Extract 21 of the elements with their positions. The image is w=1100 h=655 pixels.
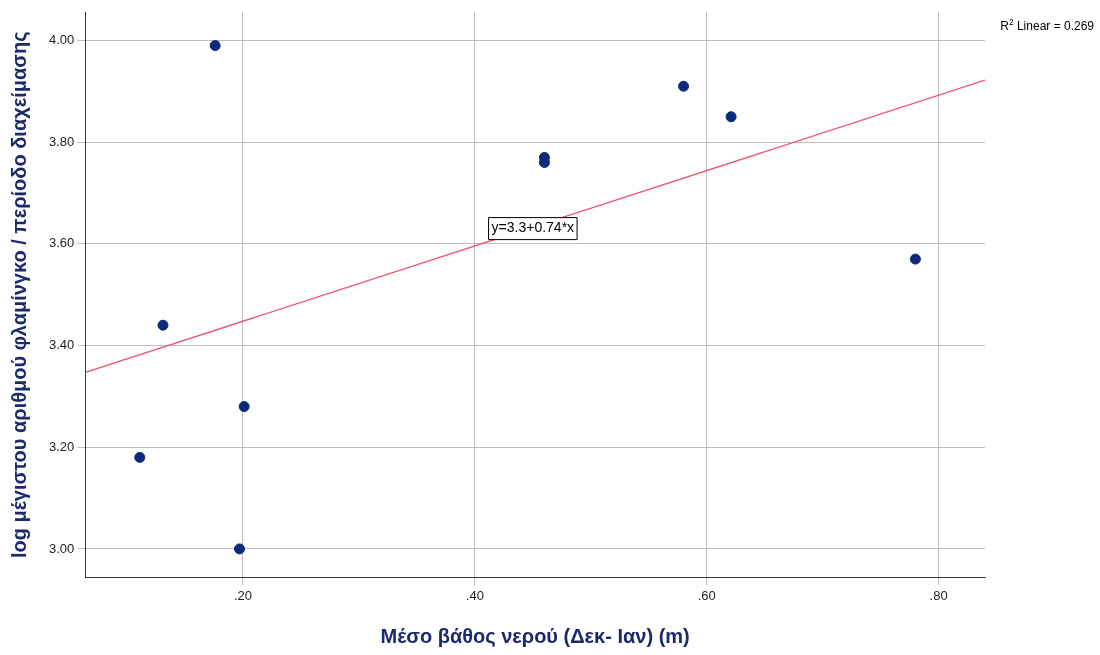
point [725,111,737,123]
x-tick-label: .20 [233,587,253,603]
point [234,543,245,555]
point [134,451,146,463]
annotation: y=3.3+0.74*x [491,219,575,236]
y-tick-label: 3.20 [48,438,75,454]
y-axis-title: log μέγιστου αριθμού φλαμίνγκο / περίοδο διαχείμασης [7,31,30,558]
y-tick-label: 3.00 [48,540,75,556]
point [157,319,169,331]
x-tick-label: .80 [929,587,948,603]
point [909,253,921,265]
point [678,80,690,92]
y-tick-label: 3.40 [48,337,75,353]
x-tick-label: .40 [465,587,484,603]
y-tick-label: 3.60 [48,235,75,251]
point [238,401,250,413]
x-axis-title: Μέσο βάθος νερού (Δεκ- Ιαν) (m) [380,624,690,647]
point [209,40,221,52]
y-tick-label: 4.00 [48,32,75,48]
x-tick-label: .60 [697,587,716,603]
y-tick-label: 3.80 [48,133,75,149]
